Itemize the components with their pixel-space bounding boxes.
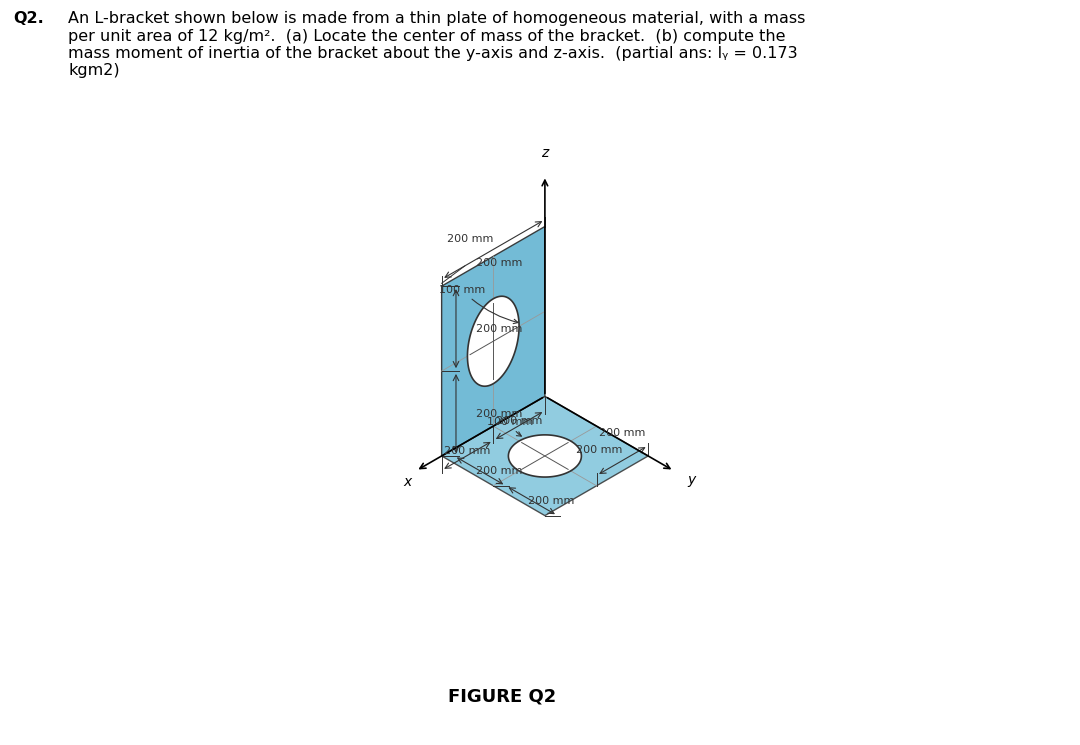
Text: 200 mm: 200 mm: [476, 323, 523, 334]
Text: FIGURE Q2: FIGURE Q2: [448, 688, 556, 706]
Text: 200 mm: 200 mm: [496, 416, 542, 426]
Text: 200 mm: 200 mm: [528, 495, 575, 506]
Text: 200 mm: 200 mm: [576, 446, 622, 455]
Text: 100 mm: 100 mm: [438, 285, 518, 323]
Polygon shape: [509, 435, 581, 477]
Text: 200 mm: 200 mm: [476, 259, 523, 268]
Text: x: x: [404, 475, 411, 489]
Text: 200 mm: 200 mm: [599, 428, 646, 438]
Text: 100 mm: 100 mm: [487, 416, 534, 436]
Text: 200 mm: 200 mm: [447, 234, 494, 244]
Polygon shape: [442, 396, 648, 516]
Text: An L-bracket shown below is made from a thin plate of homogeneous material, with: An L-bracket shown below is made from a …: [68, 11, 806, 78]
Text: z: z: [541, 145, 549, 159]
Text: Q2.: Q2.: [13, 11, 43, 26]
Polygon shape: [442, 226, 545, 456]
Polygon shape: [468, 297, 519, 386]
Text: 200 mm: 200 mm: [476, 408, 523, 419]
Text: 200 mm: 200 mm: [444, 446, 490, 456]
Text: y: y: [687, 473, 696, 486]
Text: 200 mm: 200 mm: [476, 466, 523, 476]
